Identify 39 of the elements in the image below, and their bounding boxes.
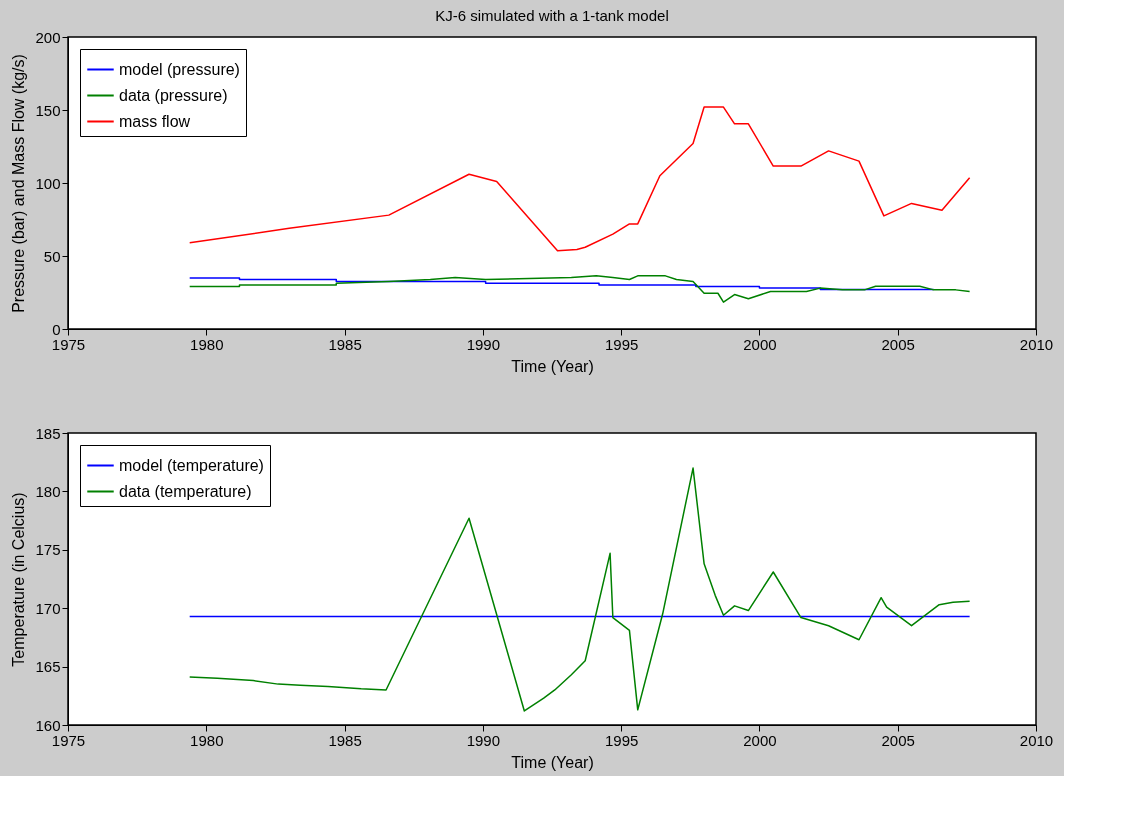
x-tick-label: 1985 — [328, 335, 362, 353]
x-tick-label: 2005 — [881, 731, 915, 749]
x-axis-title: Time (Year) — [511, 753, 594, 771]
legend-label: model (pressure) — [119, 60, 240, 78]
legend-label: model (temperature) — [119, 456, 264, 474]
x-tick-label: 1995 — [604, 335, 639, 353]
line-series — [188, 106, 971, 252]
y-tick-label: 170 — [35, 599, 61, 617]
x-tick-label: 1990 — [466, 335, 501, 353]
x-tick-label: 2000 — [743, 335, 777, 353]
x-tick-label: 1975 — [51, 335, 86, 353]
chart-title: KJ-6 simulated with a 1-tank model — [435, 7, 669, 24]
line-series — [188, 275, 971, 303]
legend-label: data (pressure) — [119, 86, 228, 104]
y-tick-label: 150 — [35, 101, 61, 119]
y-tick-label: 0 — [52, 320, 61, 338]
x-tick-label: 1980 — [190, 335, 224, 353]
legend-label: data (temperature) — [119, 482, 252, 500]
x-tick-label: 1995 — [604, 731, 639, 749]
x-tick-label: 1975 — [51, 731, 86, 749]
y-axis-title: Pressure (bar) and Mass Flow (kg/s) — [10, 54, 28, 313]
y-tick-label: 200 — [35, 28, 61, 46]
x-tick-label: 1980 — [190, 731, 224, 749]
y-tick-label: 180 — [35, 482, 61, 500]
y-tick-label: 185 — [35, 424, 61, 442]
x-tick-label: 1990 — [466, 731, 501, 749]
y-tick-label: 160 — [35, 716, 61, 734]
x-tick-label: 2000 — [743, 731, 777, 749]
legend-label: mass flow — [119, 112, 191, 130]
x-tick-label: 1985 — [328, 731, 362, 749]
y-tick-label: 165 — [35, 658, 61, 676]
y-axis-title: Temperature (in Celcius) — [10, 492, 28, 667]
x-tick-label: 2005 — [881, 335, 915, 353]
x-tick-label: 2010 — [1019, 335, 1054, 353]
y-tick-label: 100 — [35, 174, 61, 192]
y-tick-label: 50 — [43, 247, 61, 265]
x-axis-title: Time (Year) — [511, 357, 594, 375]
y-tick-label: 175 — [35, 541, 61, 559]
x-tick-label: 2010 — [1019, 731, 1054, 749]
